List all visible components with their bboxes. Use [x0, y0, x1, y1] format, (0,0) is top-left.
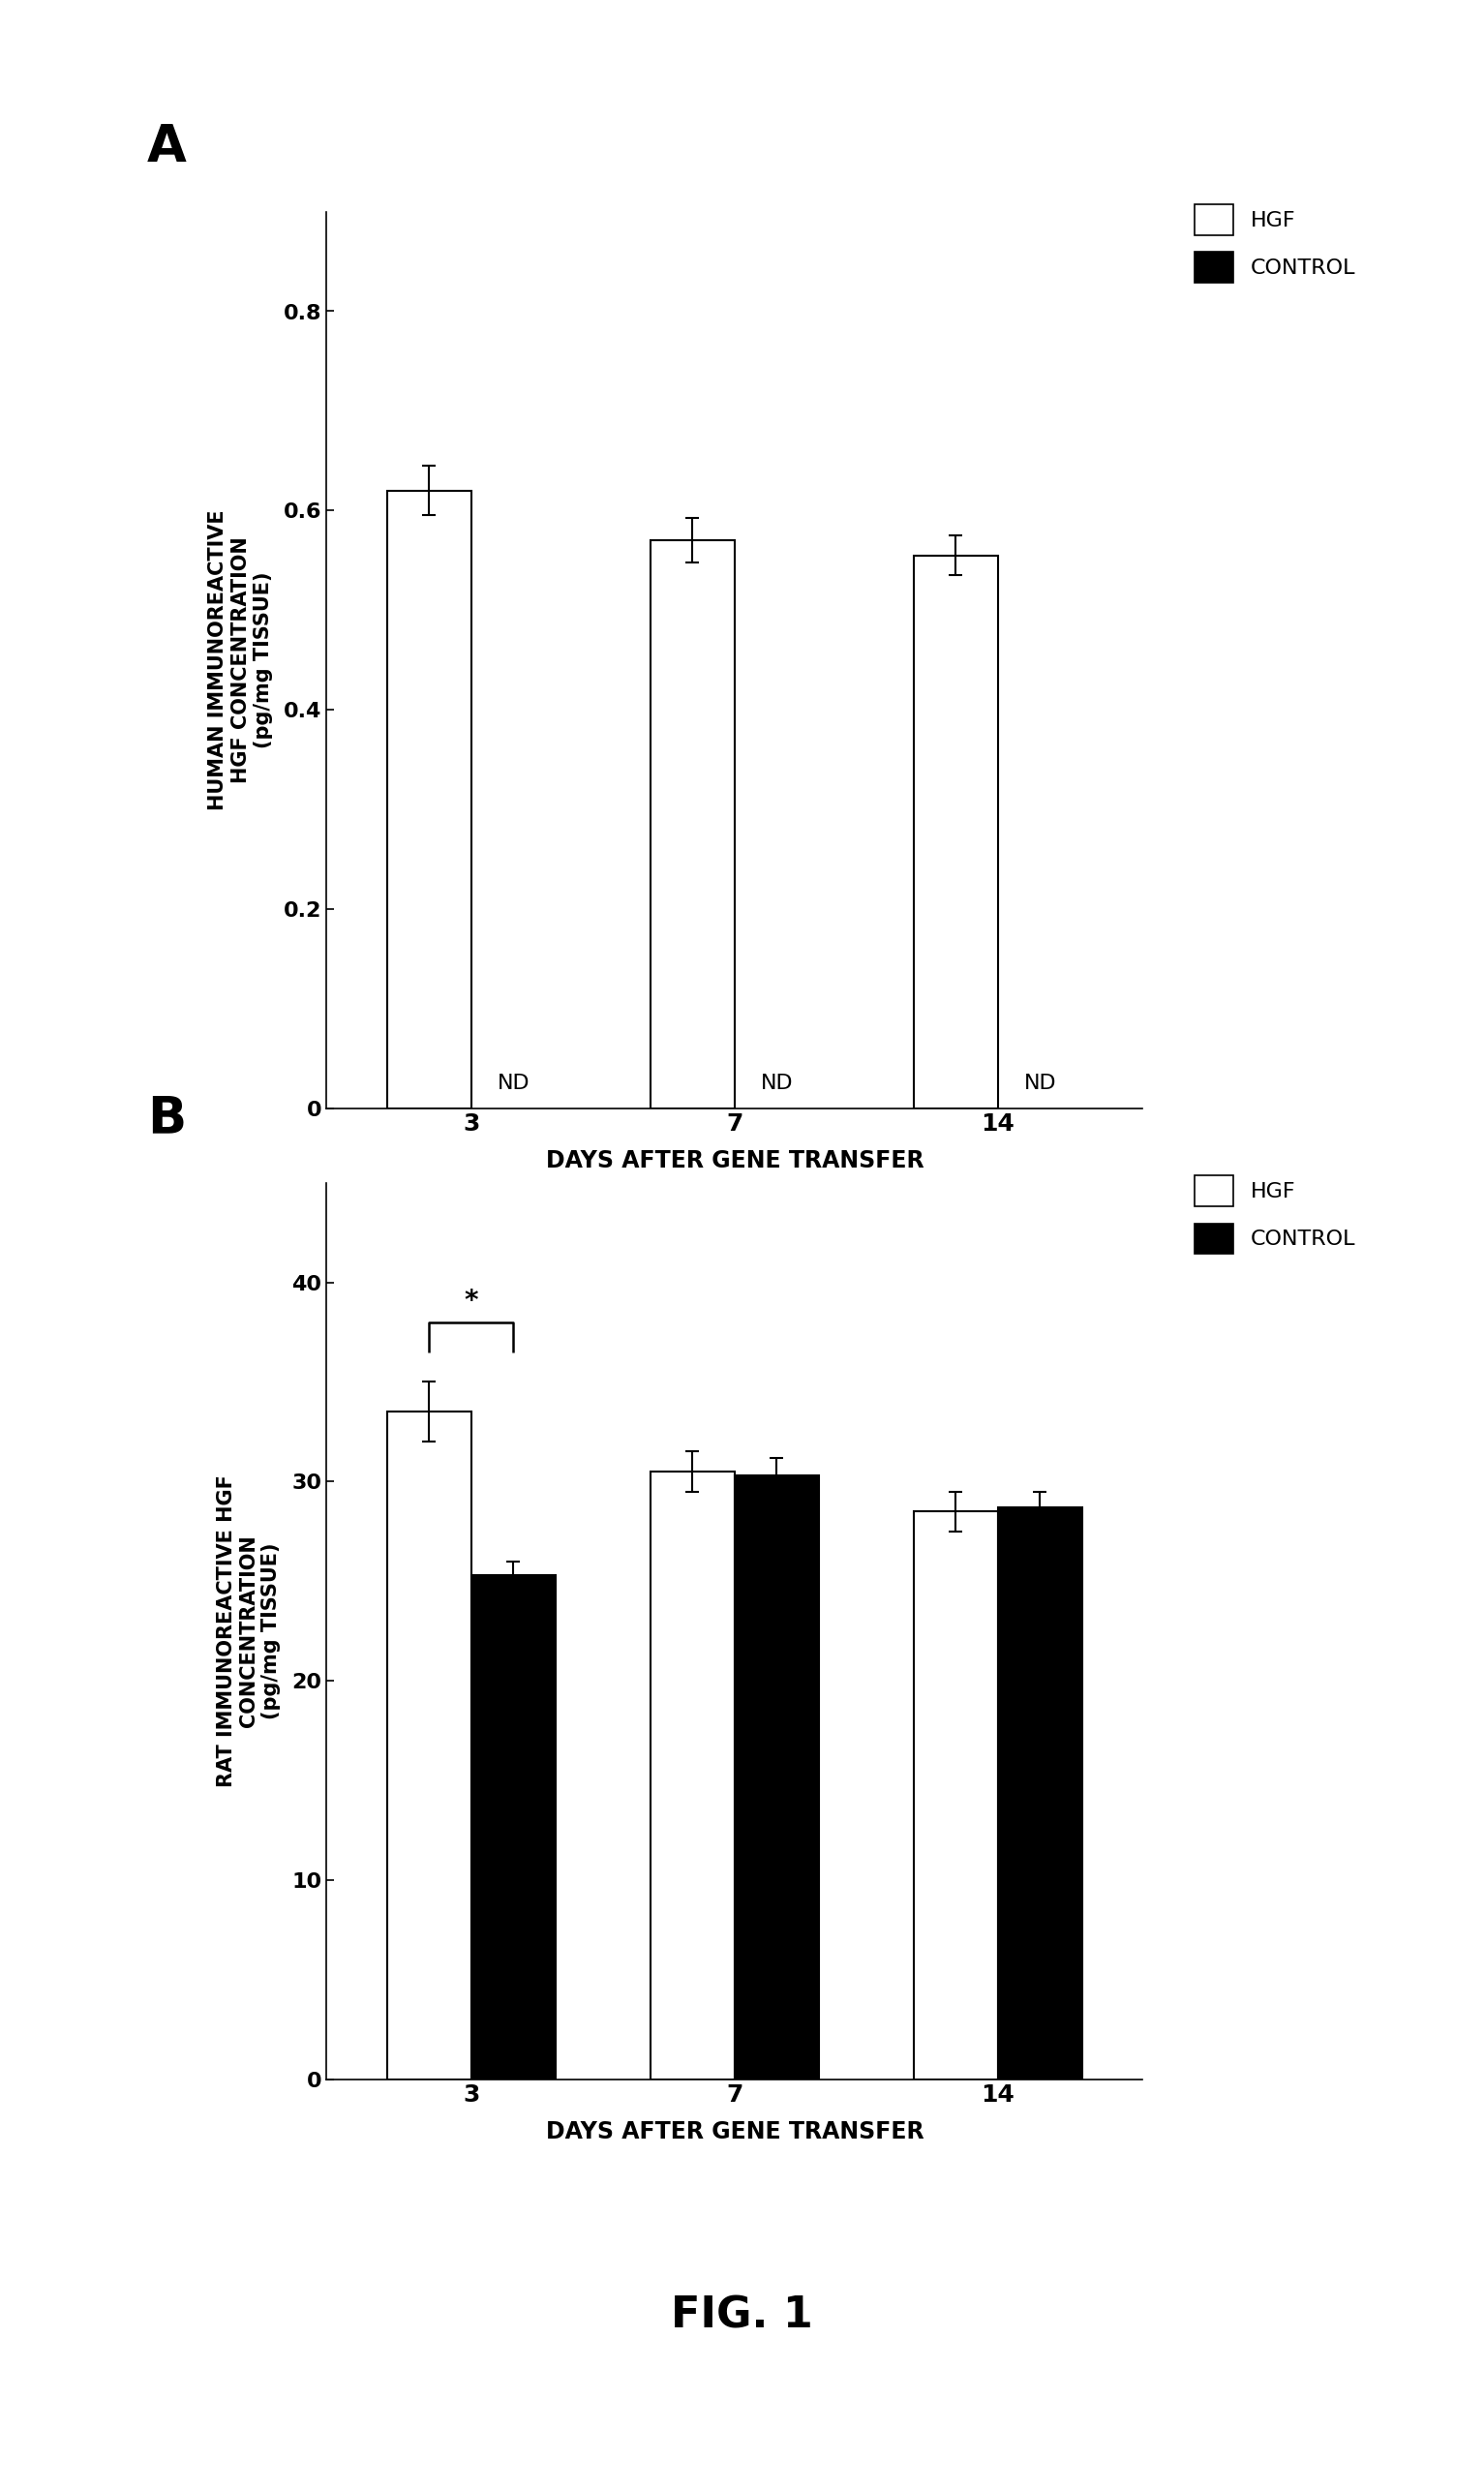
Text: B: B: [147, 1093, 186, 1143]
Text: *: *: [464, 1287, 478, 1315]
Bar: [650, 1472, 735, 2079]
Legend: HGF, CONTROL: HGF, CONTROL: [1195, 1175, 1355, 1252]
Bar: [735, 1477, 819, 2079]
Bar: [997, 1506, 1082, 2079]
Text: ND: ND: [760, 1073, 792, 1093]
Bar: [387, 1412, 472, 2079]
Bar: [914, 1511, 997, 2079]
Y-axis label: RAT IMMUNOREACTIVE HGF
CONCENTRATION
(pg/mg TISSUE): RAT IMMUNOREACTIVE HGF CONCENTRATION (pg…: [217, 1474, 280, 1788]
Bar: [387, 491, 472, 1108]
Legend: HGF, CONTROL: HGF, CONTROL: [1195, 204, 1355, 281]
Text: FIG. 1: FIG. 1: [671, 2296, 813, 2336]
Bar: [914, 555, 997, 1108]
Y-axis label: HUMAN IMMUNOREACTIVE
HGF CONCENTRATION
(pg/mg TISSUE): HUMAN IMMUNOREACTIVE HGF CONCENTRATION (…: [209, 510, 273, 809]
Bar: [472, 1576, 555, 2079]
X-axis label: DAYS AFTER GENE TRANSFER: DAYS AFTER GENE TRANSFER: [546, 2121, 923, 2144]
Text: ND: ND: [1024, 1073, 1057, 1093]
Bar: [650, 540, 735, 1108]
Text: ND: ND: [497, 1073, 530, 1093]
Text: A: A: [147, 122, 187, 172]
X-axis label: DAYS AFTER GENE TRANSFER: DAYS AFTER GENE TRANSFER: [546, 1150, 923, 1173]
